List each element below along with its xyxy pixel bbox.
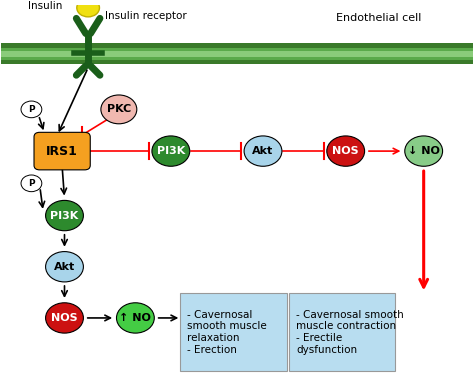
Circle shape [21,175,42,192]
Text: PI3K: PI3K [157,146,185,156]
Text: - Cavernosal
smooth muscle
relaxation
- Erection: - Cavernosal smooth muscle relaxation - … [187,310,267,355]
Text: PI3K: PI3K [50,211,79,221]
Text: PKC: PKC [107,104,131,114]
Bar [0,43,474,64]
Text: Akt: Akt [252,146,273,156]
Text: P: P [28,105,35,114]
FancyBboxPatch shape [180,293,287,371]
Bar [0,51,474,57]
Circle shape [46,251,83,282]
FancyBboxPatch shape [34,132,90,170]
Circle shape [244,136,282,166]
Text: P: P [28,179,35,188]
Text: Endothelial cell: Endothelial cell [336,13,421,23]
Text: - Cavernosal smooth
muscle contraction
- Erectile
dysfunction: - Cavernosal smooth muscle contraction -… [296,310,404,355]
Text: ↓ NO: ↓ NO [408,146,439,156]
Text: NOS: NOS [51,313,78,323]
Circle shape [46,303,83,333]
Bar [0,48,474,60]
Circle shape [46,200,83,231]
Text: Akt: Akt [54,262,75,272]
Circle shape [117,303,155,333]
Circle shape [101,95,137,124]
Text: Insulin: Insulin [28,1,62,11]
Text: ↑ NO: ↑ NO [119,313,151,323]
Circle shape [152,136,190,166]
Text: Insulin receptor: Insulin receptor [105,12,186,22]
Circle shape [327,136,365,166]
Text: IRS1: IRS1 [46,145,78,157]
Circle shape [21,101,42,118]
Circle shape [405,136,443,166]
FancyBboxPatch shape [289,293,395,371]
Text: NOS: NOS [332,146,359,156]
Circle shape [77,0,100,17]
